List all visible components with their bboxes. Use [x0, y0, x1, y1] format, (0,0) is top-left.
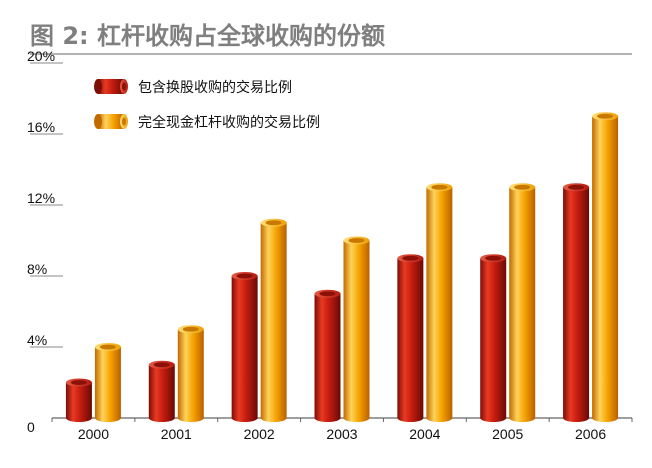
x-tick-label: 2003: [326, 426, 357, 442]
y-tick-label: 8%: [27, 261, 47, 277]
y-tick-label: 16%: [27, 119, 55, 135]
bar-cash-lbo: [592, 112, 619, 422]
bar-cash-lbo: [426, 183, 453, 422]
y-axis: 0 4% 8% 12% 16% 20%: [27, 48, 63, 435]
legend-marker-cash: [94, 114, 128, 129]
chart-title: 图 2: 杠杆收购占全球收购的份额: [30, 22, 385, 50]
x-tick-label: 2002: [244, 426, 275, 442]
legend-label-stock: 包含换股收购的交易比例: [138, 79, 292, 96]
y-tick-label: 20%: [27, 48, 55, 64]
bar-stock-deals: [314, 289, 341, 422]
bar-cash-lbo: [94, 343, 121, 422]
x-tick-label: 2005: [492, 426, 523, 442]
bar-stock-deals: [480, 254, 507, 422]
y-tick-label: 0: [27, 419, 35, 435]
legend-label-cash: 完全现金杠杆收购的交易比例: [138, 114, 320, 131]
x-tick-label: 2001: [161, 426, 192, 442]
bar-stock-deals: [397, 254, 424, 422]
bar-stock-deals: [148, 360, 175, 422]
bar-stock-deals: [231, 272, 258, 422]
x-tick-label: 2006: [575, 426, 606, 442]
y-tick-label: 4%: [27, 332, 47, 348]
bar-stock-deals: [563, 183, 590, 422]
legend-marker-stock: [94, 79, 128, 94]
bar-cash-lbo: [509, 183, 536, 422]
bar-cash-lbo: [177, 325, 204, 422]
legend: 包含换股收购的交易比例 完全现金杠杆收购的交易比例: [94, 79, 320, 131]
x-axis: 2000 2001 2002 2003 2004 2005 2006: [51, 417, 633, 442]
bar-stock-deals: [65, 378, 92, 422]
bar-cash-lbo: [260, 218, 287, 422]
y-tick-label: 12%: [27, 190, 55, 206]
x-tick-label: 2000: [78, 426, 109, 442]
bar-cash-lbo: [343, 236, 370, 422]
x-tick-label: 2004: [409, 426, 440, 442]
bars: [65, 112, 619, 422]
